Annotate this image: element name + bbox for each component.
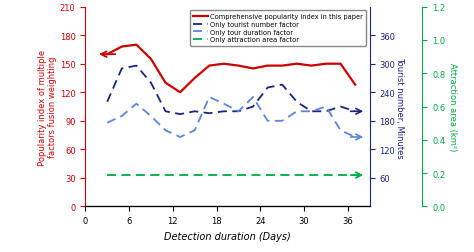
Only tourist number factor [279, 84, 285, 87]
Only tourist number factor [221, 110, 227, 113]
Only attraction area factor [134, 174, 139, 177]
Only attraction area factor [148, 174, 154, 177]
Comprehensive popularity index in this paper [148, 58, 154, 61]
Comprehensive popularity index in this paper [352, 84, 358, 87]
Only attraction area factor [279, 174, 285, 177]
Y-axis label: Tourist number, Minutes: Tourist number, Minutes [395, 56, 404, 158]
Only attraction area factor [221, 174, 227, 177]
Comprehensive popularity index in this paper [177, 91, 183, 94]
Comprehensive popularity index in this paper [323, 63, 329, 66]
Only attraction area factor [265, 174, 271, 177]
Comprehensive popularity index in this paper [236, 65, 241, 68]
Only tour duration factor [119, 115, 125, 118]
Only attraction area factor [337, 174, 343, 177]
Only tour duration factor [323, 106, 329, 109]
Only attraction area factor [294, 174, 300, 177]
Only attraction area factor [207, 174, 212, 177]
Only attraction area factor [250, 174, 256, 177]
Only tourist number factor [309, 110, 314, 113]
Only tour duration factor [134, 103, 139, 106]
Only tourist number factor [265, 87, 271, 90]
Comprehensive popularity index in this paper [250, 68, 256, 71]
Only tour duration factor [352, 136, 358, 139]
X-axis label: Detection duration (Days): Detection duration (Days) [164, 231, 291, 241]
Y-axis label: Popularity index of multiple
factors fusion weighting: Popularity index of multiple factors fus… [37, 49, 57, 165]
Comprehensive popularity index in this paper [265, 65, 271, 68]
Comprehensive popularity index in this paper [294, 63, 300, 66]
Only tour duration factor [279, 120, 285, 123]
Comprehensive popularity index in this paper [309, 65, 314, 68]
Only tour duration factor [192, 129, 198, 132]
Only tourist number factor [119, 68, 125, 71]
Only tourist number factor [207, 112, 212, 115]
Only tour duration factor [250, 96, 256, 99]
Only tourist number factor [104, 101, 110, 104]
Only attraction area factor [309, 174, 314, 177]
Comprehensive popularity index in this paper [104, 53, 110, 56]
Only tour duration factor [294, 110, 300, 113]
Only tourist number factor [192, 110, 198, 113]
Only tourist number factor [294, 101, 300, 104]
Only tourist number factor [250, 106, 256, 109]
Comprehensive popularity index in this paper [134, 44, 139, 47]
Only tour duration factor [221, 103, 227, 106]
Comprehensive popularity index in this paper [221, 63, 227, 66]
Y-axis label: Attraction area (km²): Attraction area (km²) [447, 63, 456, 151]
Only attraction area factor [192, 174, 198, 177]
Only tour duration factor [236, 110, 241, 113]
Comprehensive popularity index in this paper [192, 77, 198, 80]
Only tour duration factor [309, 110, 314, 113]
Only tour duration factor [177, 136, 183, 139]
Only tourist number factor [163, 110, 168, 113]
Comprehensive popularity index in this paper [163, 82, 168, 85]
Comprehensive popularity index in this paper [119, 46, 125, 49]
Only attraction area factor [163, 174, 168, 177]
Only tourist number factor [323, 110, 329, 113]
Line: Only tourist number factor: Only tourist number factor [107, 66, 355, 115]
Only tourist number factor [177, 113, 183, 116]
Line: Comprehensive popularity index in this paper: Comprehensive popularity index in this p… [107, 45, 355, 93]
Comprehensive popularity index in this paper [337, 63, 343, 66]
Only attraction area factor [236, 174, 241, 177]
Only tourist number factor [352, 110, 358, 113]
Only tourist number factor [236, 110, 241, 113]
Legend: Comprehensive popularity index in this paper, Only tourist number factor, Only t: Comprehensive popularity index in this p… [190, 11, 366, 46]
Comprehensive popularity index in this paper [207, 65, 212, 68]
Only attraction area factor [104, 174, 110, 177]
Only attraction area factor [323, 174, 329, 177]
Only tourist number factor [337, 106, 343, 109]
Line: Only tour duration factor: Only tour duration factor [107, 98, 355, 137]
Only tour duration factor [337, 129, 343, 132]
Only tour duration factor [148, 115, 154, 118]
Only attraction area factor [119, 174, 125, 177]
Only tour duration factor [265, 120, 271, 123]
Only tourist number factor [134, 65, 139, 68]
Only tourist number factor [148, 82, 154, 85]
Only attraction area factor [177, 174, 183, 177]
Comprehensive popularity index in this paper [279, 65, 285, 68]
Only tour duration factor [163, 129, 168, 132]
Only attraction area factor [352, 174, 358, 177]
Only tour duration factor [207, 96, 212, 99]
Only tour duration factor [104, 122, 110, 125]
